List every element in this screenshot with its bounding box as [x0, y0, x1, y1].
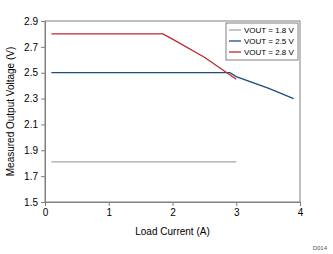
tick: 4 — [298, 202, 304, 218]
tick-mark — [41, 73, 45, 74]
legend-label: VOUT = 1.8 V — [244, 26, 295, 35]
tick-mark — [41, 21, 45, 22]
tick-label: 1.7 — [24, 171, 38, 182]
tick-label: 2.5 — [24, 67, 38, 78]
series-group — [51, 34, 293, 162]
legend-box — [226, 23, 298, 60]
tick: 2.5 — [24, 67, 45, 78]
axis-line — [41, 22, 46, 203]
plot-frame — [45, 21, 300, 202]
tick: 1.7 — [24, 171, 45, 182]
tick-mark — [41, 47, 45, 48]
tick-label: 2.7 — [24, 42, 38, 53]
plot: 0 1 2 3 4 1.5 1.7 1.9 2.1 2.3 2.5 2.7 2.9 VOUT = 1.8 … — [24, 16, 304, 218]
tick-mark — [173, 202, 174, 206]
y-axis-title: Measured Output Voltage (V) — [5, 47, 16, 177]
x-axis: 0 1 2 3 4 — [43, 202, 304, 218]
series-line — [51, 161, 236, 162]
tick-label: 2.1 — [24, 119, 38, 130]
tick: 1.9 — [24, 145, 45, 156]
tick: 2.7 — [24, 42, 45, 53]
x-axis-title: Load Current (A) — [135, 226, 209, 237]
legend-swatch — [229, 51, 241, 52]
legend: VOUT = 1.8 V VOUT = 2.5 V VOUT = 2.8 V — [226, 23, 298, 60]
tick: 1.5 — [24, 197, 45, 208]
tick: 2.3 — [24, 93, 45, 104]
tick-label: 2 — [170, 207, 176, 218]
tick: 0 — [43, 202, 49, 218]
annotation: D014 — [313, 245, 328, 251]
chart: 0 1 2 3 4 1.5 1.7 1.9 2.1 2.3 2.5 2.7 2.9 VOUT = 1.8 … — [0, 0, 333, 254]
tick: 2.9 — [24, 16, 45, 27]
tick-label: 1.9 — [24, 145, 38, 156]
tick: 3 — [234, 202, 240, 218]
tick-label: 2.3 — [24, 93, 38, 104]
tick-mark — [41, 124, 45, 125]
series-line — [51, 34, 236, 79]
tick-label: 2.9 — [24, 16, 38, 27]
tick-label: 3 — [234, 207, 240, 218]
tick-label: 4 — [298, 207, 304, 218]
tick: 2 — [170, 202, 176, 218]
tick-label: 1 — [106, 207, 112, 218]
tick-mark — [41, 99, 45, 100]
tick-mark — [41, 176, 45, 177]
series-line — [51, 73, 293, 99]
tick: 2.1 — [24, 119, 45, 130]
tick-mark — [236, 202, 237, 206]
legend-swatch — [229, 40, 241, 41]
tick-mark — [41, 202, 45, 203]
legend-label: VOUT = 2.5 V — [244, 37, 295, 46]
tick-mark — [41, 150, 45, 151]
y-axis: 1.5 1.7 1.9 2.1 2.3 2.5 2.7 2.9 — [24, 16, 45, 208]
legend-swatch — [229, 29, 241, 30]
axis-line — [46, 203, 301, 207]
tick-label: 1.5 — [24, 197, 38, 208]
tick-mark — [300, 202, 301, 206]
tick-mark — [109, 202, 110, 206]
tick-label: 0 — [43, 207, 49, 218]
legend-label: VOUT = 2.8 V — [244, 48, 295, 57]
tick: 1 — [106, 202, 112, 218]
